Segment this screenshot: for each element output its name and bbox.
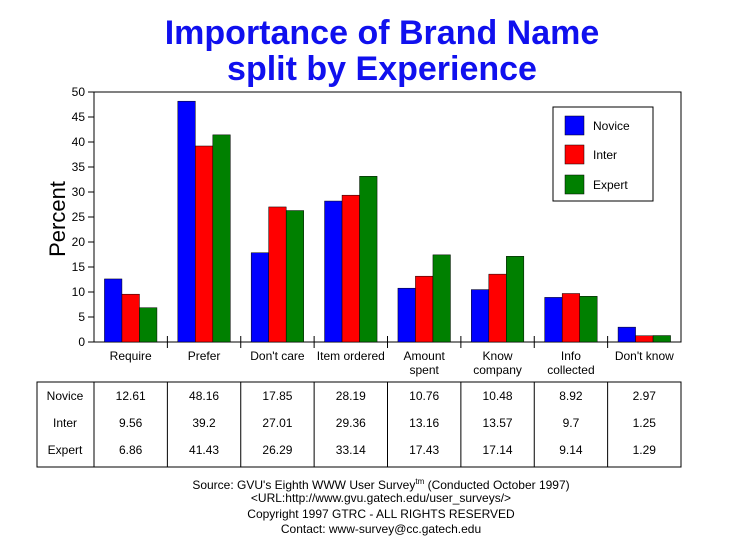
table-row-label: Novice xyxy=(47,389,84,403)
bars xyxy=(104,100,671,343)
y-tick-label: 50 xyxy=(72,85,86,99)
bar-expert-7 xyxy=(652,335,671,343)
bar-inter-5 xyxy=(488,273,507,343)
legend-label-inter: Inter xyxy=(593,148,617,162)
source-url: <URL:http://www.gvu.gatech.edu/user_surv… xyxy=(251,491,511,505)
bar-inter-1 xyxy=(195,145,214,343)
y-tick-label: 5 xyxy=(78,310,85,324)
bar-inter-2 xyxy=(268,206,287,343)
table-cell: 1.25 xyxy=(633,416,657,430)
bar-novice-3 xyxy=(324,200,343,343)
bar-inter-6 xyxy=(561,293,580,343)
legend-swatch-inter xyxy=(564,144,585,165)
bar-novice-7 xyxy=(617,326,636,343)
bar-expert-3 xyxy=(359,176,378,343)
data-table: Novice 12.61 48.16 17.85 28.19 10.76 10.48 8.92… xyxy=(36,381,682,468)
bar-expert-6 xyxy=(579,296,598,343)
bar-inter-7 xyxy=(635,335,654,343)
table-cell: 9.56 xyxy=(119,416,143,430)
legend-swatch-expert xyxy=(564,174,585,195)
y-tick-label: 40 xyxy=(72,135,86,149)
category-label: Prefer xyxy=(188,349,221,363)
table-frame xyxy=(36,381,682,468)
table-cell: 27.01 xyxy=(262,416,292,430)
bar-expert-5 xyxy=(506,256,525,343)
category-label: Amount xyxy=(404,349,446,363)
category-labels: Require Prefer Don't care Item ordered Amoun… xyxy=(110,349,674,377)
category-label: Info xyxy=(561,349,581,363)
source-prefix: Source: GVU's Eighth WWW User Survey xyxy=(192,478,415,492)
y-tick-label: 20 xyxy=(72,235,86,249)
table-row-label: Inter xyxy=(53,416,77,430)
bar-expert-0 xyxy=(139,307,158,343)
category-label: Don't care xyxy=(250,349,305,363)
y-tick-label: 15 xyxy=(72,260,86,274)
table-cell: 13.57 xyxy=(483,416,513,430)
bar-novice-5 xyxy=(471,289,490,343)
y-tick-label: 30 xyxy=(72,185,86,199)
copyright-line: Copyright 1997 GTRC - ALL RIGHTS RESERVE… xyxy=(247,507,515,521)
table-cell: 9.14 xyxy=(559,443,583,457)
table-cell: 48.16 xyxy=(189,389,219,403)
y-tick-label: 25 xyxy=(72,210,86,224)
category-label: Don't know xyxy=(615,349,674,363)
table-cell: 9.7 xyxy=(563,416,580,430)
table-cell: 17.43 xyxy=(409,443,439,457)
bar-novice-4 xyxy=(397,287,416,343)
table-cell: 13.16 xyxy=(409,416,439,430)
bar-novice-2 xyxy=(250,252,269,343)
source-footer: Source: GVU's Eighth WWW User Surveytm (… xyxy=(192,477,569,536)
table-cell: 33.14 xyxy=(336,443,366,457)
category-label: Know xyxy=(483,349,513,363)
y-tick-label: 45 xyxy=(72,110,86,124)
bar-inter-3 xyxy=(341,194,360,343)
bar-inter-4 xyxy=(415,275,434,343)
bar-inter-0 xyxy=(121,293,140,343)
source-tm: tm xyxy=(415,477,424,486)
table-cell: 10.76 xyxy=(409,389,439,403)
bar-novice-1 xyxy=(177,100,196,343)
y-tick-label: 0 xyxy=(78,335,85,349)
table-cell: 10.48 xyxy=(483,389,513,403)
category-label: Require xyxy=(110,349,152,363)
source-suffix: (Conducted October 1997) xyxy=(424,478,569,492)
category-label: collected xyxy=(547,363,594,377)
bar-novice-0 xyxy=(104,278,123,343)
table-cell: 28.19 xyxy=(336,389,366,403)
category-label: company xyxy=(473,363,522,377)
table-cell: 12.61 xyxy=(116,389,146,403)
table-cell: 1.29 xyxy=(633,443,657,457)
table-cell: 17.85 xyxy=(262,389,292,403)
legend-label-expert: Expert xyxy=(593,178,628,192)
category-dividers xyxy=(166,336,609,348)
table-row-label: Expert xyxy=(48,443,83,457)
bar-expert-4 xyxy=(432,254,451,343)
chart-title-line-1: Importance of Brand Name xyxy=(165,14,600,52)
table-cell: 17.14 xyxy=(483,443,513,457)
bar-novice-6 xyxy=(544,297,563,343)
contact-line: Contact: www-survey@cc.gatech.edu xyxy=(281,522,481,536)
category-label: Item ordered xyxy=(317,349,385,363)
bar-expert-1 xyxy=(212,134,231,343)
legend-swatch-novice xyxy=(564,115,585,136)
category-label: spent xyxy=(410,363,440,377)
y-tick-label: 35 xyxy=(72,160,86,174)
table-cell: 6.86 xyxy=(119,443,143,457)
y-axis-label: Percent xyxy=(45,181,70,257)
table-cell: 8.92 xyxy=(559,389,583,403)
table-cell: 2.97 xyxy=(633,389,657,403)
table-cell: 41.43 xyxy=(189,443,219,457)
source-line: Source: GVU's Eighth WWW User Surveytm (… xyxy=(192,477,569,492)
y-tick-label: 10 xyxy=(72,285,86,299)
legend: Novice Inter Expert xyxy=(552,106,654,202)
bar-expert-2 xyxy=(285,210,304,343)
chart-title-line-2: split by Experience xyxy=(227,50,537,88)
table-cell: 26.29 xyxy=(262,443,292,457)
y-axis: 0 5 10 15 20 25 30 35 40 45 50 xyxy=(72,85,94,349)
table-cell: 39.2 xyxy=(192,416,216,430)
table-cell: 29.36 xyxy=(336,416,366,430)
legend-label-novice: Novice xyxy=(593,119,630,133)
